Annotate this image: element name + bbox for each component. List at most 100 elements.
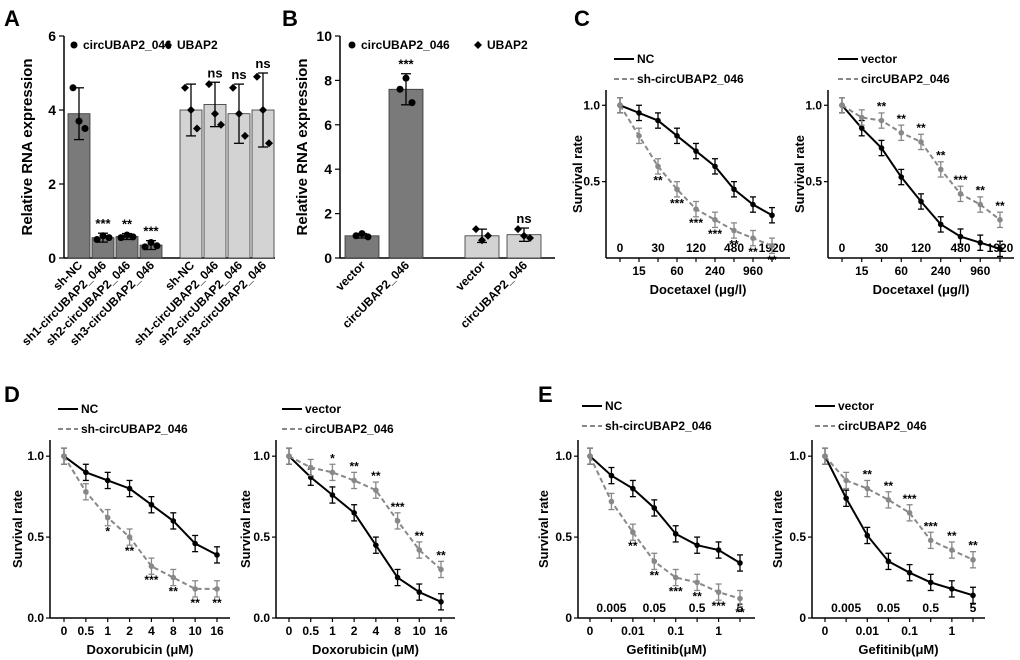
- significance-label: ***: [398, 57, 414, 72]
- data-point: [957, 191, 964, 197]
- x-tick-label: 15: [855, 264, 869, 278]
- data-point: [885, 497, 892, 503]
- significance-label: *: [105, 525, 110, 539]
- legend-marker: [474, 41, 482, 49]
- data-point: [864, 485, 871, 492]
- x-tick-label: 0: [61, 624, 68, 638]
- data-point: [329, 469, 336, 476]
- data-point: [123, 231, 131, 239]
- data-point: [217, 120, 225, 129]
- x-tick-label: 4: [373, 624, 380, 638]
- data-point: [83, 488, 89, 495]
- significance-label: **: [968, 539, 978, 553]
- x-tick-label-inner: 0.05: [643, 601, 667, 615]
- significance-label: *: [330, 451, 335, 465]
- data-point: [937, 166, 944, 173]
- x-tick-label-inner: 120: [911, 241, 931, 255]
- data-point: [918, 198, 924, 205]
- x-axis-label: Doxorubicin (μM): [312, 642, 419, 657]
- chart-panel-a: 0 2 4 6 Relative RNA expression circUBAP2_046…: [19, 28, 275, 348]
- data-point: [672, 574, 679, 581]
- data-point: [396, 85, 404, 93]
- data-point: [712, 217, 718, 223]
- legend-label: circUBAP2_046: [305, 422, 394, 436]
- data-point: [769, 212, 775, 219]
- legend-label: sh-circUBAP2_046: [81, 422, 188, 436]
- legend-label: sh-circUBAP2_046: [605, 419, 712, 433]
- x-tick-label: 240: [931, 264, 951, 278]
- data-point: [141, 243, 149, 251]
- legend-label: UBAP2: [487, 38, 528, 52]
- significance-label: **: [125, 544, 135, 558]
- significance-label: ***: [95, 216, 111, 231]
- significance-label: ns: [207, 65, 222, 80]
- data-point: [737, 560, 743, 566]
- x-tick-label: 960: [743, 264, 763, 278]
- y-tick-label: 0.5: [789, 530, 806, 544]
- data-point: [672, 531, 679, 537]
- x-tick-label-inner: 30: [651, 241, 665, 255]
- data-point: [731, 227, 737, 234]
- x-tick-label: 0.5: [302, 624, 319, 638]
- data-point: [99, 232, 107, 240]
- chart-panel-e-left: 0 0.5 1.0 Survival rate Gefitinib(μM) 0.005 0.…: [536, 399, 755, 657]
- data-point: [214, 552, 220, 558]
- x-tick-label: 60: [670, 264, 684, 278]
- panel-label-e: E: [538, 382, 553, 407]
- x-tick-label-inner: 480: [724, 241, 744, 255]
- data-point: [478, 236, 486, 245]
- data-point: [214, 586, 220, 592]
- x-tick-label-inner: 5: [970, 601, 977, 615]
- data-point: [878, 145, 885, 151]
- y-tick-label: 2: [48, 176, 56, 192]
- significance-label: **: [650, 568, 660, 582]
- data-point: [970, 592, 976, 599]
- series-line: [824, 455, 974, 561]
- data-point: [906, 510, 913, 516]
- panel-label-c: C: [574, 6, 590, 31]
- legend-marker: [164, 41, 172, 49]
- significance-label: **: [628, 539, 638, 553]
- data-point: [927, 537, 934, 544]
- significance-label: ***: [391, 500, 405, 514]
- y-axis-label: Survival rate: [570, 135, 585, 213]
- data-point: [394, 518, 401, 524]
- data-point: [608, 498, 615, 505]
- data-point: [241, 131, 249, 140]
- x-tick-label-inner: 0.05: [877, 601, 901, 615]
- data-point: [416, 547, 423, 553]
- x-tick-label: 0.1: [667, 624, 684, 638]
- significance-label: ***: [712, 599, 726, 613]
- significance-label: **: [212, 596, 222, 610]
- y-axis-label: Survival rate: [770, 490, 785, 568]
- data-point: [526, 234, 534, 243]
- x-tick-label: 0.01: [856, 624, 880, 638]
- x-tick-label: 240: [705, 264, 725, 278]
- x-tick-label: 10: [188, 624, 202, 638]
- data-point: [997, 217, 1003, 223]
- data-point: [117, 234, 125, 242]
- legend-label: NC: [81, 402, 99, 416]
- data-point: [715, 547, 722, 553]
- significance-label: **: [936, 148, 946, 162]
- x-tick-label: 60: [895, 264, 909, 278]
- data-point: [655, 117, 661, 124]
- x-axis-label: Docetaxel (μg/l): [873, 282, 970, 297]
- significance-label: ***: [689, 216, 703, 230]
- y-tick-label: 1.0: [583, 98, 600, 112]
- data-point: [608, 472, 615, 479]
- series-line: [288, 455, 442, 571]
- y-tick-label: 10: [316, 28, 332, 44]
- data-point: [484, 231, 492, 240]
- legend-label: vector: [305, 402, 341, 416]
- data-point: [259, 106, 267, 114]
- data-point: [148, 501, 155, 508]
- x-tick-label-inner: 0.005: [596, 601, 626, 615]
- x-tick-label: 0.1: [901, 624, 918, 638]
- x-axis-label: Doxorubicin (μM): [87, 642, 194, 657]
- data-point: [193, 124, 201, 133]
- data-point: [229, 83, 237, 92]
- data-point: [148, 563, 155, 570]
- data-point: [843, 495, 849, 502]
